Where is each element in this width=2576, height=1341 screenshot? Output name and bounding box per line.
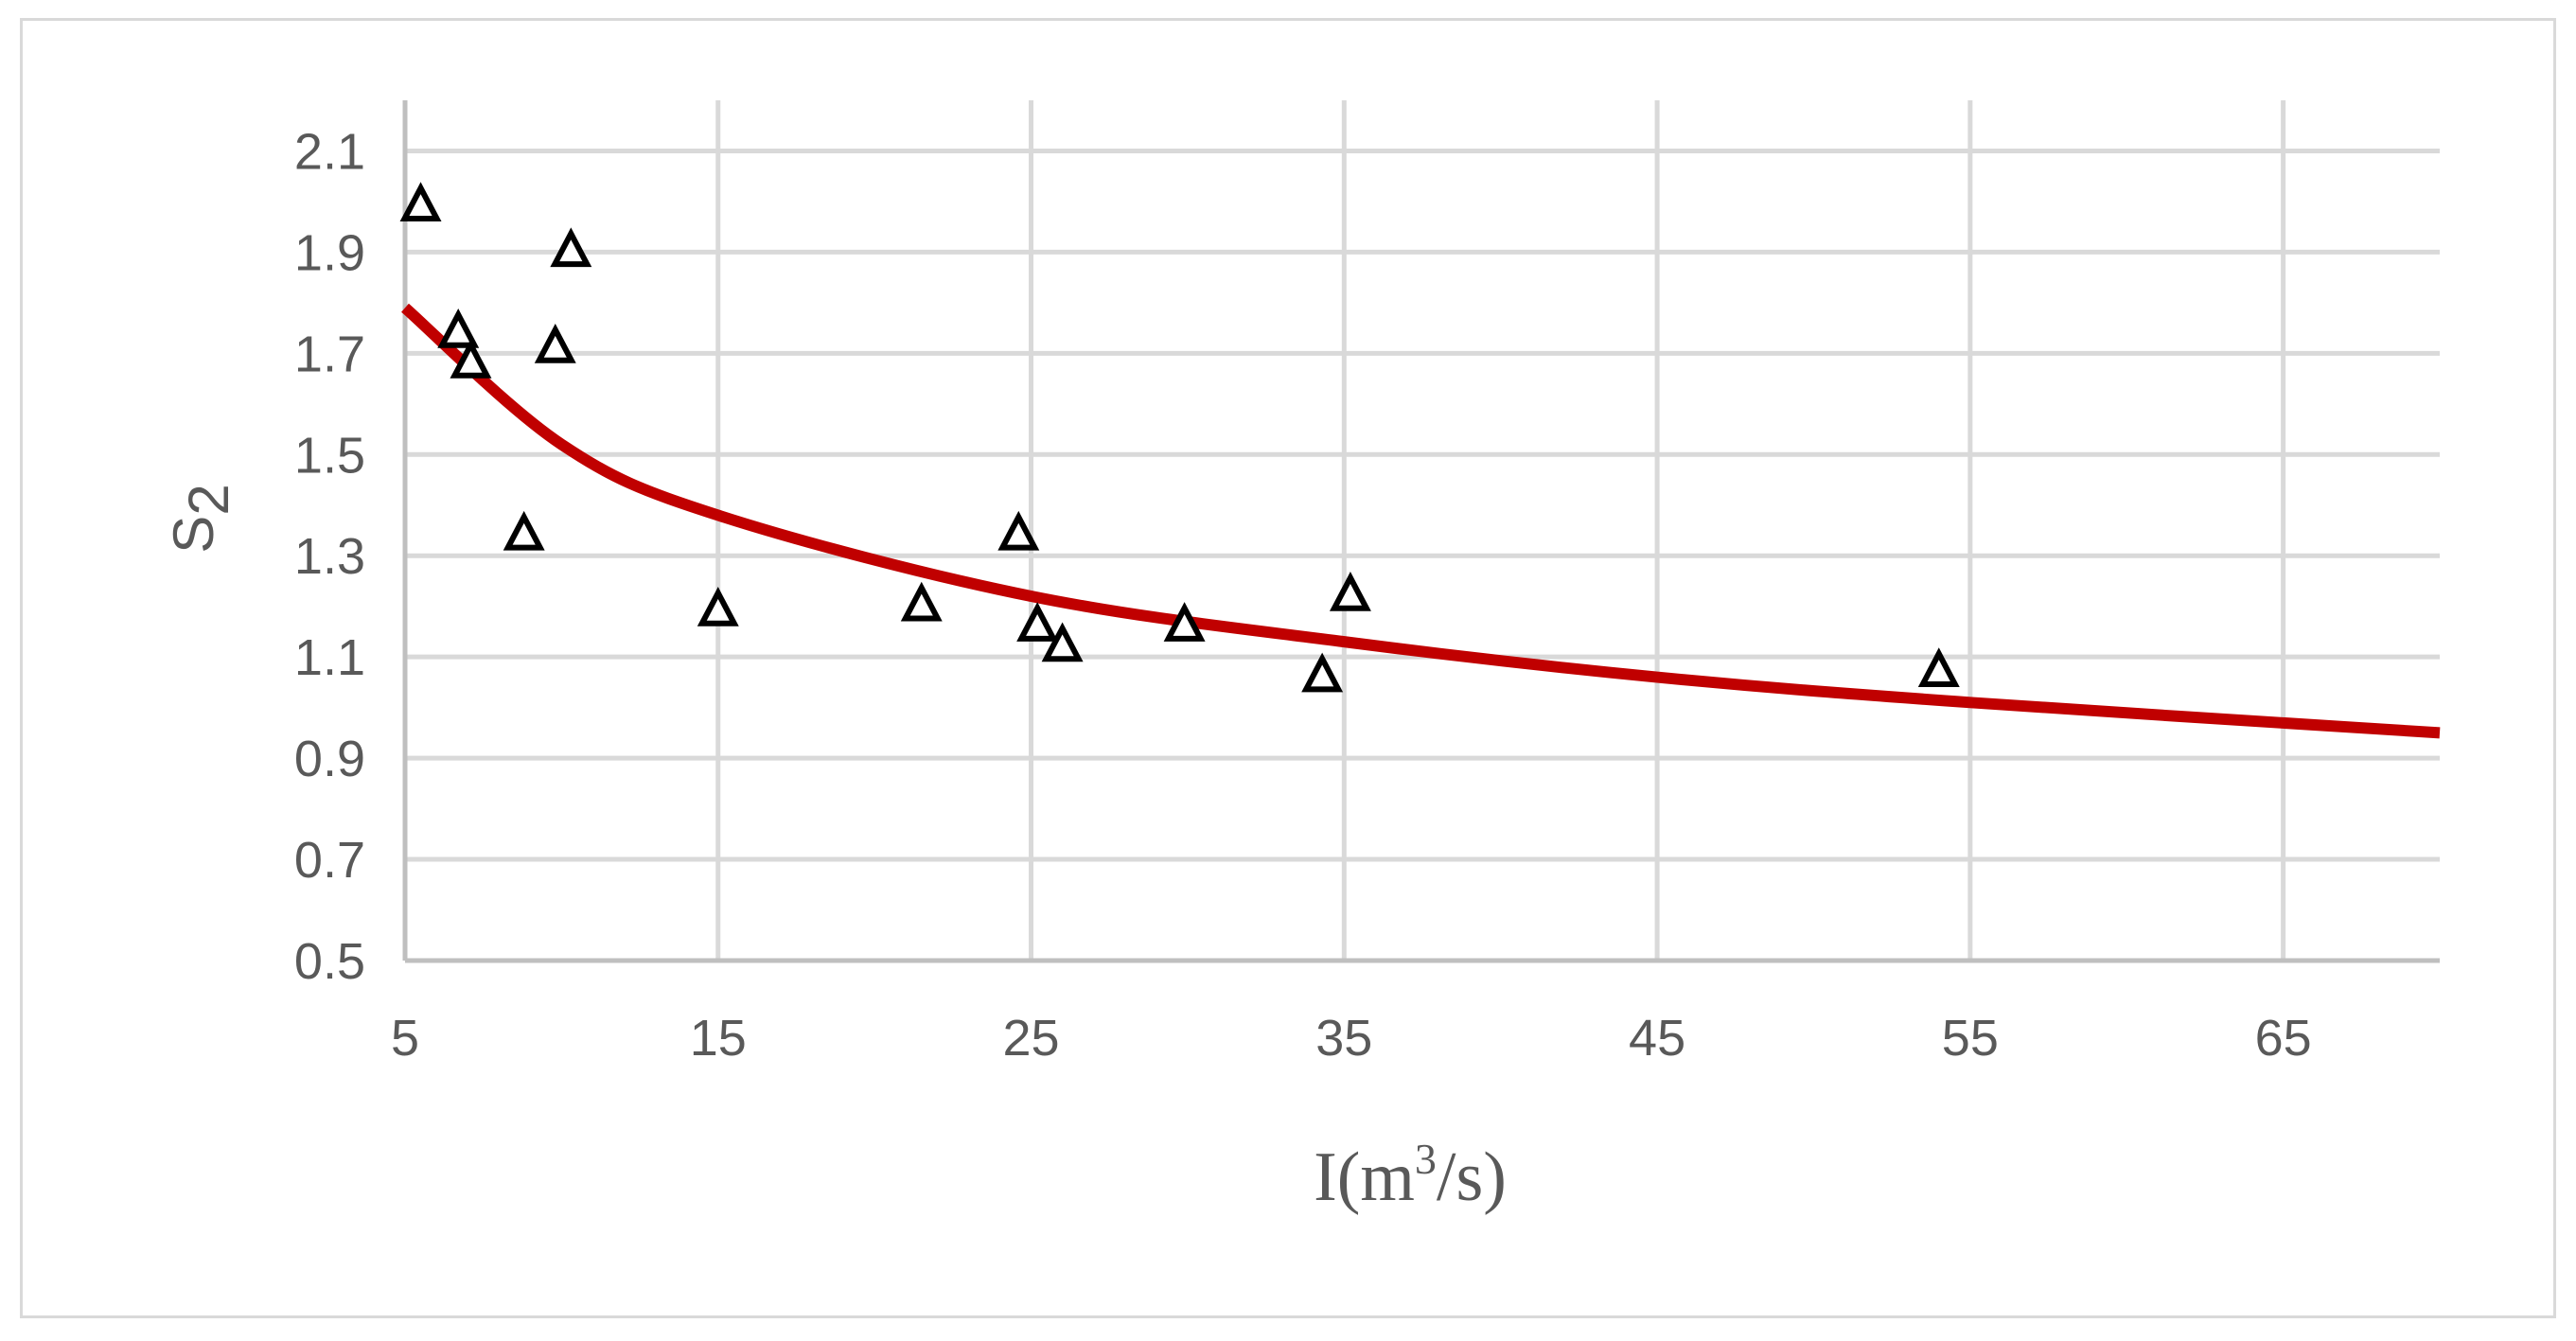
x-tick-label: 15 xyxy=(690,1010,747,1067)
x-axis-title: I(m3/s) xyxy=(1314,1135,1507,1216)
data-point-13 xyxy=(1329,572,1371,611)
data-point-10 xyxy=(1041,622,1084,662)
y-tick-label: 1.1 xyxy=(294,629,365,686)
x-tick-label: 25 xyxy=(1002,1010,1059,1067)
x-tick-label: 35 xyxy=(1315,1010,1372,1067)
data-point-9 xyxy=(1016,602,1059,642)
x-tick-label: 55 xyxy=(1942,1010,1999,1067)
data-point-2 xyxy=(450,339,492,379)
y-axis-title: S2 xyxy=(162,484,240,553)
y-tick-label: 2.1 xyxy=(294,123,365,180)
y-axis-title-subscript: 2 xyxy=(177,484,240,515)
y-tick-label: 1.5 xyxy=(294,427,365,484)
y-tick-label: 0.9 xyxy=(294,731,365,787)
data-point-14 xyxy=(1917,647,1960,687)
y-tick-label: 0.7 xyxy=(294,832,365,889)
power-trendline xyxy=(401,303,2441,739)
x-tick-label: 45 xyxy=(1629,1010,1685,1067)
y-tick-label: 1.7 xyxy=(294,326,365,382)
y-tick-labels: 0.5 0.7 0.9 1.1 1.3 1.5 1.7 1.9 2.1 xyxy=(294,123,365,990)
data-point-7 xyxy=(900,581,943,622)
data-point-6 xyxy=(697,587,739,626)
data-point-4 xyxy=(534,324,576,363)
x-tick-labels: 5 15 25 35 45 55 65 xyxy=(391,1010,2312,1067)
x-gridlines xyxy=(715,100,2286,961)
y-tick-label: 0.5 xyxy=(294,933,365,990)
y-tick-label: 1.3 xyxy=(294,528,365,585)
chart-frame xyxy=(20,18,2556,1318)
data-point-11 xyxy=(1163,602,1206,642)
data-point-3 xyxy=(503,510,545,551)
x-tick-label: 65 xyxy=(2255,1010,2312,1067)
x-tick-label: 5 xyxy=(391,1010,419,1067)
x-axis-title-rest: /s) xyxy=(1437,1138,1507,1216)
data-point-1 xyxy=(437,308,480,348)
data-point-5 xyxy=(550,227,592,268)
data-point-12 xyxy=(1301,652,1344,693)
y-gridlines xyxy=(405,148,2440,862)
x-axis-title-superscript: 3 xyxy=(1415,1135,1437,1183)
data-point-0 xyxy=(399,182,442,222)
data-markers xyxy=(399,182,1960,693)
data-point-8 xyxy=(997,510,1040,551)
y-tick-label: 1.9 xyxy=(294,224,365,281)
